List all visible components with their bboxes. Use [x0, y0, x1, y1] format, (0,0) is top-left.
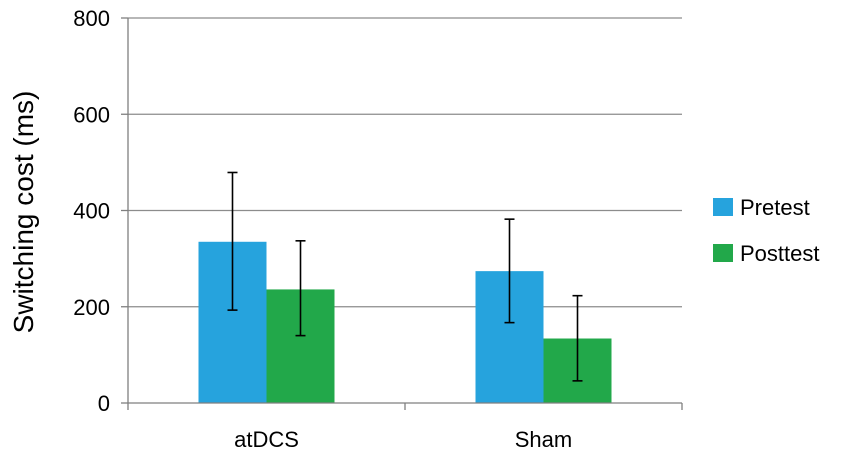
y-tick-label: 400 — [73, 199, 110, 224]
y-axis-label: Switching cost (ms) — [8, 91, 39, 334]
gridlines — [128, 17, 682, 308]
y-tick-label: 800 — [73, 6, 110, 31]
legend-label-pretest: Pretest — [740, 195, 810, 220]
error-bars — [227, 171, 583, 382]
y-tick-label: 600 — [73, 102, 110, 127]
axes — [127, 18, 683, 410]
bars — [198, 241, 612, 403]
legend-swatch-posttest — [713, 244, 733, 262]
legend-label-posttest: Posttest — [740, 241, 819, 266]
x-axis-categories: atDCS Sham — [234, 427, 572, 452]
y-tick-label: 200 — [73, 295, 110, 320]
y-tick-label: 0 — [98, 391, 110, 416]
x-category-label: atDCS — [234, 427, 299, 452]
legend: Pretest Posttest — [713, 195, 819, 266]
x-category-label: Sham — [515, 427, 572, 452]
y-axis-ticks: 0 200 400 600 800 — [73, 6, 128, 416]
legend-swatch-pretest — [713, 198, 733, 216]
